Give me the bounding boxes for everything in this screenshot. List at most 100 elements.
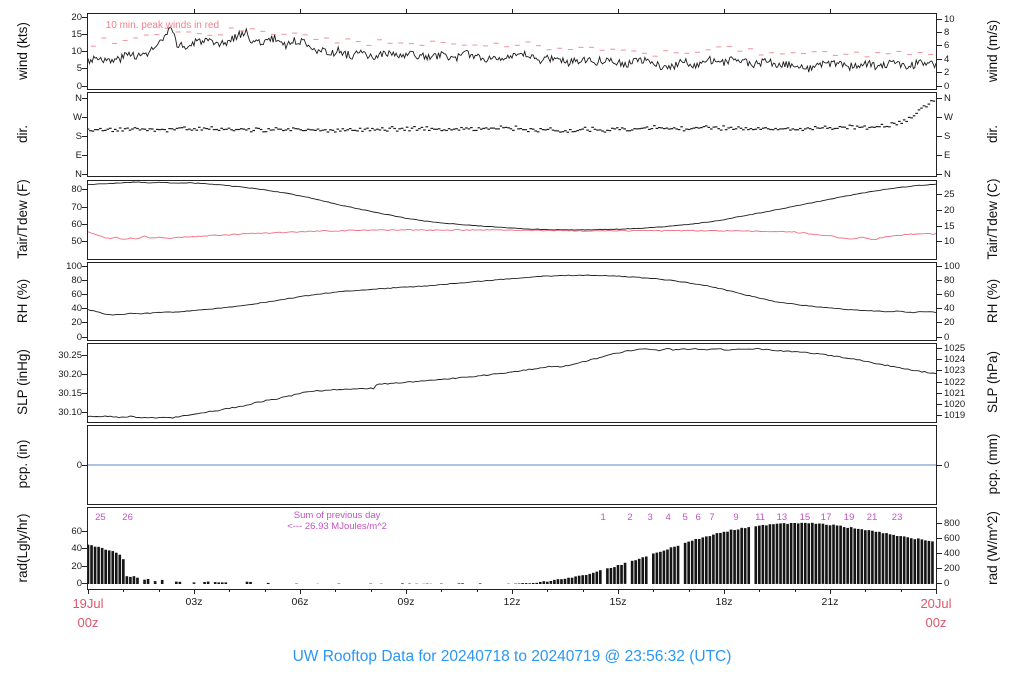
wind-direction — [598, 129, 602, 131]
wind-direction — [527, 131, 530, 133]
wind-direction — [274, 127, 278, 129]
wind-direction — [601, 130, 604, 132]
solar-radiation — [584, 575, 588, 584]
wind-direction — [670, 128, 673, 130]
wind-direction — [596, 129, 599, 131]
y-tick-label-left-wind: 15 — [71, 28, 82, 40]
wind-direction — [151, 128, 154, 130]
y-tick-right-rh — [937, 336, 942, 338]
solar-radiation — [874, 531, 878, 584]
wind-direction — [658, 127, 661, 129]
x-tick-top — [406, 9, 407, 13]
wind-direction — [705, 125, 708, 127]
wind-direction — [747, 129, 750, 131]
wind-direction — [695, 126, 698, 129]
wind-direction — [796, 129, 800, 131]
wind-direction — [675, 128, 678, 130]
panel-slp — [87, 343, 937, 423]
solar-radiation — [560, 579, 563, 584]
annotation-text: 7 — [709, 512, 714, 523]
wind-direction — [630, 129, 634, 131]
annotation-text: 25 — [95, 512, 106, 523]
solar-radiation — [807, 523, 811, 584]
y-tick-left-rad — [82, 548, 87, 550]
solar-radiation — [747, 527, 751, 584]
y-tick-label-right-dir: E — [944, 149, 951, 161]
wind-direction — [556, 130, 560, 132]
wind-direction — [215, 128, 218, 131]
wind-direction — [89, 130, 92, 132]
wind-direction — [249, 131, 253, 133]
y-tick-label-left-rh: 100 — [66, 260, 82, 272]
solar-radiation — [542, 581, 546, 584]
solar-radiation — [581, 575, 584, 584]
wind-direction — [264, 131, 268, 133]
solar-radiation — [846, 527, 849, 584]
y-tick-right-wind — [937, 45, 942, 47]
wind-direction — [729, 126, 733, 128]
solar-radiation — [811, 522, 814, 584]
wind-direction — [126, 127, 129, 129]
wind-direction — [188, 128, 191, 130]
y-tick-right-rad — [937, 553, 942, 555]
y-tick-label-left-pcp: 0 — [76, 459, 82, 471]
annotation-text: 19 — [844, 512, 855, 523]
wind-direction — [922, 105, 926, 107]
wind-direction — [890, 122, 894, 124]
wind-direction — [544, 129, 547, 131]
x-tick-bottom — [264, 589, 266, 592]
solar-radiation — [899, 536, 902, 584]
wind-direction — [408, 130, 411, 132]
wind-direction — [442, 129, 446, 131]
wind-direction — [799, 127, 802, 130]
solar-radiation — [842, 527, 846, 584]
wind-direction — [170, 128, 174, 130]
tair — [88, 181, 936, 231]
wind-direction — [489, 127, 493, 129]
wind-direction — [452, 128, 456, 130]
wind-avg — [88, 26, 936, 73]
wind-direction — [833, 127, 837, 130]
solar-radiation — [153, 581, 157, 584]
solar-radiation — [705, 536, 708, 584]
y-tick-left-slp — [82, 373, 87, 375]
wind-direction — [816, 127, 819, 129]
y-tick-right-slp — [937, 392, 942, 394]
wind-direction — [917, 109, 921, 111]
y-tick-label-left-tair-tdew: 60 — [71, 218, 82, 230]
y-tick-label-right-rh: 100 — [944, 260, 960, 272]
wind-direction — [433, 128, 436, 130]
solar-radiation — [772, 524, 775, 584]
wind-direction — [304, 129, 307, 132]
wind-direction — [628, 130, 631, 132]
wind-direction — [692, 127, 696, 129]
wind-direction — [282, 130, 285, 132]
solar-radiation — [192, 582, 196, 584]
solar-radiation — [577, 575, 581, 584]
y-tick-right-rad — [937, 583, 942, 585]
wind-direction — [467, 128, 471, 130]
solar-radiation — [761, 524, 765, 584]
wind-direction — [742, 129, 745, 131]
y-tick-label-right-dir: W — [944, 111, 953, 123]
solar-radiation — [88, 544, 90, 584]
wind-direction — [880, 123, 884, 125]
x-tick-bottom — [618, 589, 619, 594]
wind-direction — [296, 128, 300, 130]
wind-direction — [116, 130, 119, 132]
wind-direction — [752, 129, 755, 131]
rh-plot — [88, 274, 936, 316]
solar-radiation — [927, 540, 931, 584]
y-tick-right-rad — [937, 538, 942, 540]
wind-direction — [522, 129, 525, 131]
x-tick-label: 15z — [609, 596, 627, 608]
y-tick-left-wind — [82, 85, 87, 87]
y-tick-right-wind — [937, 85, 942, 87]
wind-direction — [638, 128, 641, 130]
solar-radiation — [203, 582, 206, 584]
wind-direction — [554, 130, 557, 132]
wind-direction — [927, 103, 931, 105]
y-tick-left-tair-tdew — [82, 223, 87, 225]
wind-direction — [672, 127, 676, 129]
wind-direction — [193, 128, 196, 130]
